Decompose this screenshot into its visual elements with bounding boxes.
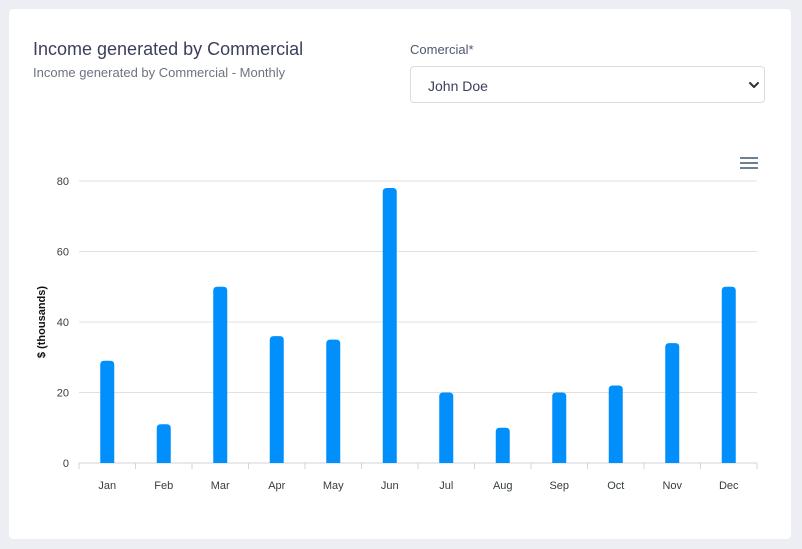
- commercial-select-label: Comercial*: [410, 42, 474, 57]
- y-tick-label: 0: [63, 458, 69, 470]
- x-tick-label: Sep: [549, 480, 569, 492]
- x-axis-ticks: Jan Feb Mar Apr May Jun Jul Aug Sep Oct Nov Dec: [78, 463, 758, 492]
- bar-dec[interactable]: [721, 286, 736, 463]
- commercial-select-value: John Doe: [428, 78, 488, 94]
- bar-aug[interactable]: [495, 427, 510, 463]
- bar-nov[interactable]: [665, 343, 680, 463]
- bar-feb[interactable]: [156, 424, 171, 463]
- x-tick-label: Jul: [439, 480, 453, 492]
- x-tick-label: Aug: [493, 480, 513, 492]
- bar-oct[interactable]: [608, 385, 623, 463]
- x-tick-label: Apr: [268, 480, 285, 492]
- card-subtitle: Income generated by Commercial - Monthly: [33, 65, 286, 80]
- bar-jan[interactable]: [100, 360, 115, 463]
- y-tick-label: 80: [57, 176, 69, 188]
- grid-lines: [79, 180, 757, 464]
- x-tick-label: Jan: [98, 480, 116, 492]
- bar-sep[interactable]: [552, 392, 567, 464]
- bar-jul[interactable]: [439, 392, 454, 464]
- chart-card: Income generated by Commercial Income ge…: [9, 9, 791, 539]
- y-axis-ticks: 0 20 40 60 80: [57, 176, 69, 470]
- x-tick-label: Mar: [211, 480, 230, 492]
- commercial-select[interactable]: John Doe: [410, 66, 765, 103]
- bar-mar[interactable]: [213, 286, 228, 463]
- x-tick-label: May: [323, 480, 344, 492]
- y-axis-label: $ (thousands): [36, 286, 48, 358]
- y-tick-label: 60: [57, 247, 69, 259]
- bars: [100, 188, 736, 464]
- x-tick-label: Nov: [662, 480, 682, 492]
- y-tick-label: 40: [57, 317, 69, 329]
- bar-jun[interactable]: [382, 188, 397, 464]
- hamburger-menu-icon[interactable]: [740, 157, 758, 171]
- x-tick-label: Dec: [719, 480, 739, 492]
- card-title: Income generated by Commercial: [33, 39, 304, 59]
- x-tick-label: Oct: [607, 480, 624, 492]
- bar-may[interactable]: [326, 339, 341, 463]
- x-tick-label: Feb: [154, 480, 173, 492]
- y-tick-label: 20: [57, 388, 69, 400]
- bar-apr[interactable]: [269, 336, 284, 463]
- x-tick-label: Jun: [381, 480, 399, 492]
- chevron-down-icon: [749, 82, 759, 88]
